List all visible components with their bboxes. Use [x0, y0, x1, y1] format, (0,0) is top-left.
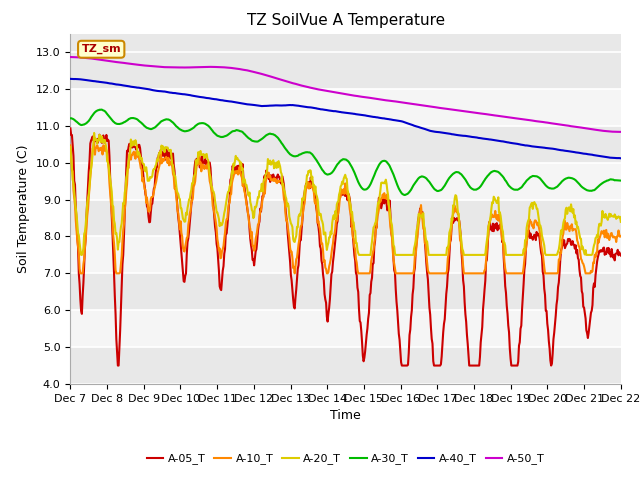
Line: A-40_T: A-40_T — [70, 79, 621, 158]
A-40_T — [77, 76, 84, 82]
A-40_T — [218, 97, 226, 103]
A-05_T — [134, 145, 141, 151]
A-50_T — [413, 102, 420, 108]
Text: TZ_sm: TZ_sm — [81, 44, 121, 54]
A-10_T — [67, 143, 74, 148]
A-05_T — [114, 363, 122, 369]
Line: A-05_T: A-05_T — [70, 128, 621, 366]
A-50_T — [616, 129, 623, 135]
A-50_T — [67, 54, 74, 60]
Bar — [70, 347, 621, 384]
Bar — [70, 52, 621, 89]
A-10_T — [77, 270, 85, 276]
X-axis label: Time: Time — [330, 409, 361, 422]
A-30_T — [190, 125, 198, 131]
A-30_T — [414, 176, 422, 182]
A-30_T — [430, 186, 438, 192]
A-30_T — [97, 107, 105, 112]
A-10_T — [430, 270, 438, 276]
Line: A-30_T: A-30_T — [70, 109, 621, 195]
Title: TZ SoilVue A Temperature: TZ SoilVue A Temperature — [246, 13, 445, 28]
A-50_T — [617, 129, 625, 135]
A-20_T — [191, 172, 198, 178]
A-20_T — [220, 215, 227, 221]
Bar — [70, 310, 621, 347]
A-40_T — [133, 85, 141, 91]
A-10_T — [220, 243, 227, 249]
A-20_T — [77, 252, 85, 258]
A-05_T — [77, 297, 84, 302]
A-05_T — [190, 178, 198, 184]
A-30_T — [77, 122, 84, 128]
A-40_T — [67, 76, 74, 82]
A-40_T — [413, 123, 420, 129]
A-40_T — [429, 129, 436, 134]
Bar — [70, 273, 621, 310]
A-20_T — [617, 219, 625, 225]
A-10_T — [90, 140, 98, 145]
Bar — [70, 126, 621, 163]
Bar — [70, 237, 621, 273]
A-05_T — [617, 252, 625, 258]
A-10_T — [134, 153, 142, 159]
A-50_T — [189, 64, 196, 70]
A-10_T — [617, 233, 625, 239]
A-05_T — [219, 268, 227, 274]
A-20_T — [67, 144, 74, 150]
Bar — [70, 89, 621, 126]
A-20_T — [77, 246, 84, 252]
Bar — [70, 200, 621, 237]
A-20_T — [134, 149, 142, 155]
A-05_T — [67, 125, 74, 131]
A-20_T — [430, 252, 438, 258]
A-05_T — [429, 358, 437, 364]
A-30_T — [67, 116, 74, 121]
A-30_T — [617, 178, 625, 183]
A-50_T — [429, 104, 436, 109]
A-30_T — [134, 117, 141, 123]
Bar — [70, 163, 621, 200]
Line: A-50_T: A-50_T — [70, 57, 621, 132]
A-40_T — [189, 93, 196, 98]
A-50_T — [218, 64, 226, 70]
A-10_T — [414, 228, 422, 234]
A-10_T — [77, 270, 84, 276]
Line: A-20_T: A-20_T — [70, 133, 621, 255]
A-20_T — [90, 130, 98, 136]
A-50_T — [77, 55, 84, 60]
Line: A-10_T: A-10_T — [70, 143, 621, 273]
A-05_T — [413, 234, 421, 240]
A-30_T — [401, 192, 409, 198]
Y-axis label: Soil Temperature (C): Soil Temperature (C) — [17, 144, 30, 273]
Legend: A-05_T, A-10_T, A-20_T, A-30_T, A-40_T, A-50_T: A-05_T, A-10_T, A-20_T, A-30_T, A-40_T, … — [142, 449, 549, 469]
A-50_T — [133, 62, 141, 68]
A-20_T — [414, 221, 422, 227]
A-30_T — [219, 134, 227, 140]
A-40_T — [617, 156, 625, 161]
A-10_T — [191, 182, 198, 188]
